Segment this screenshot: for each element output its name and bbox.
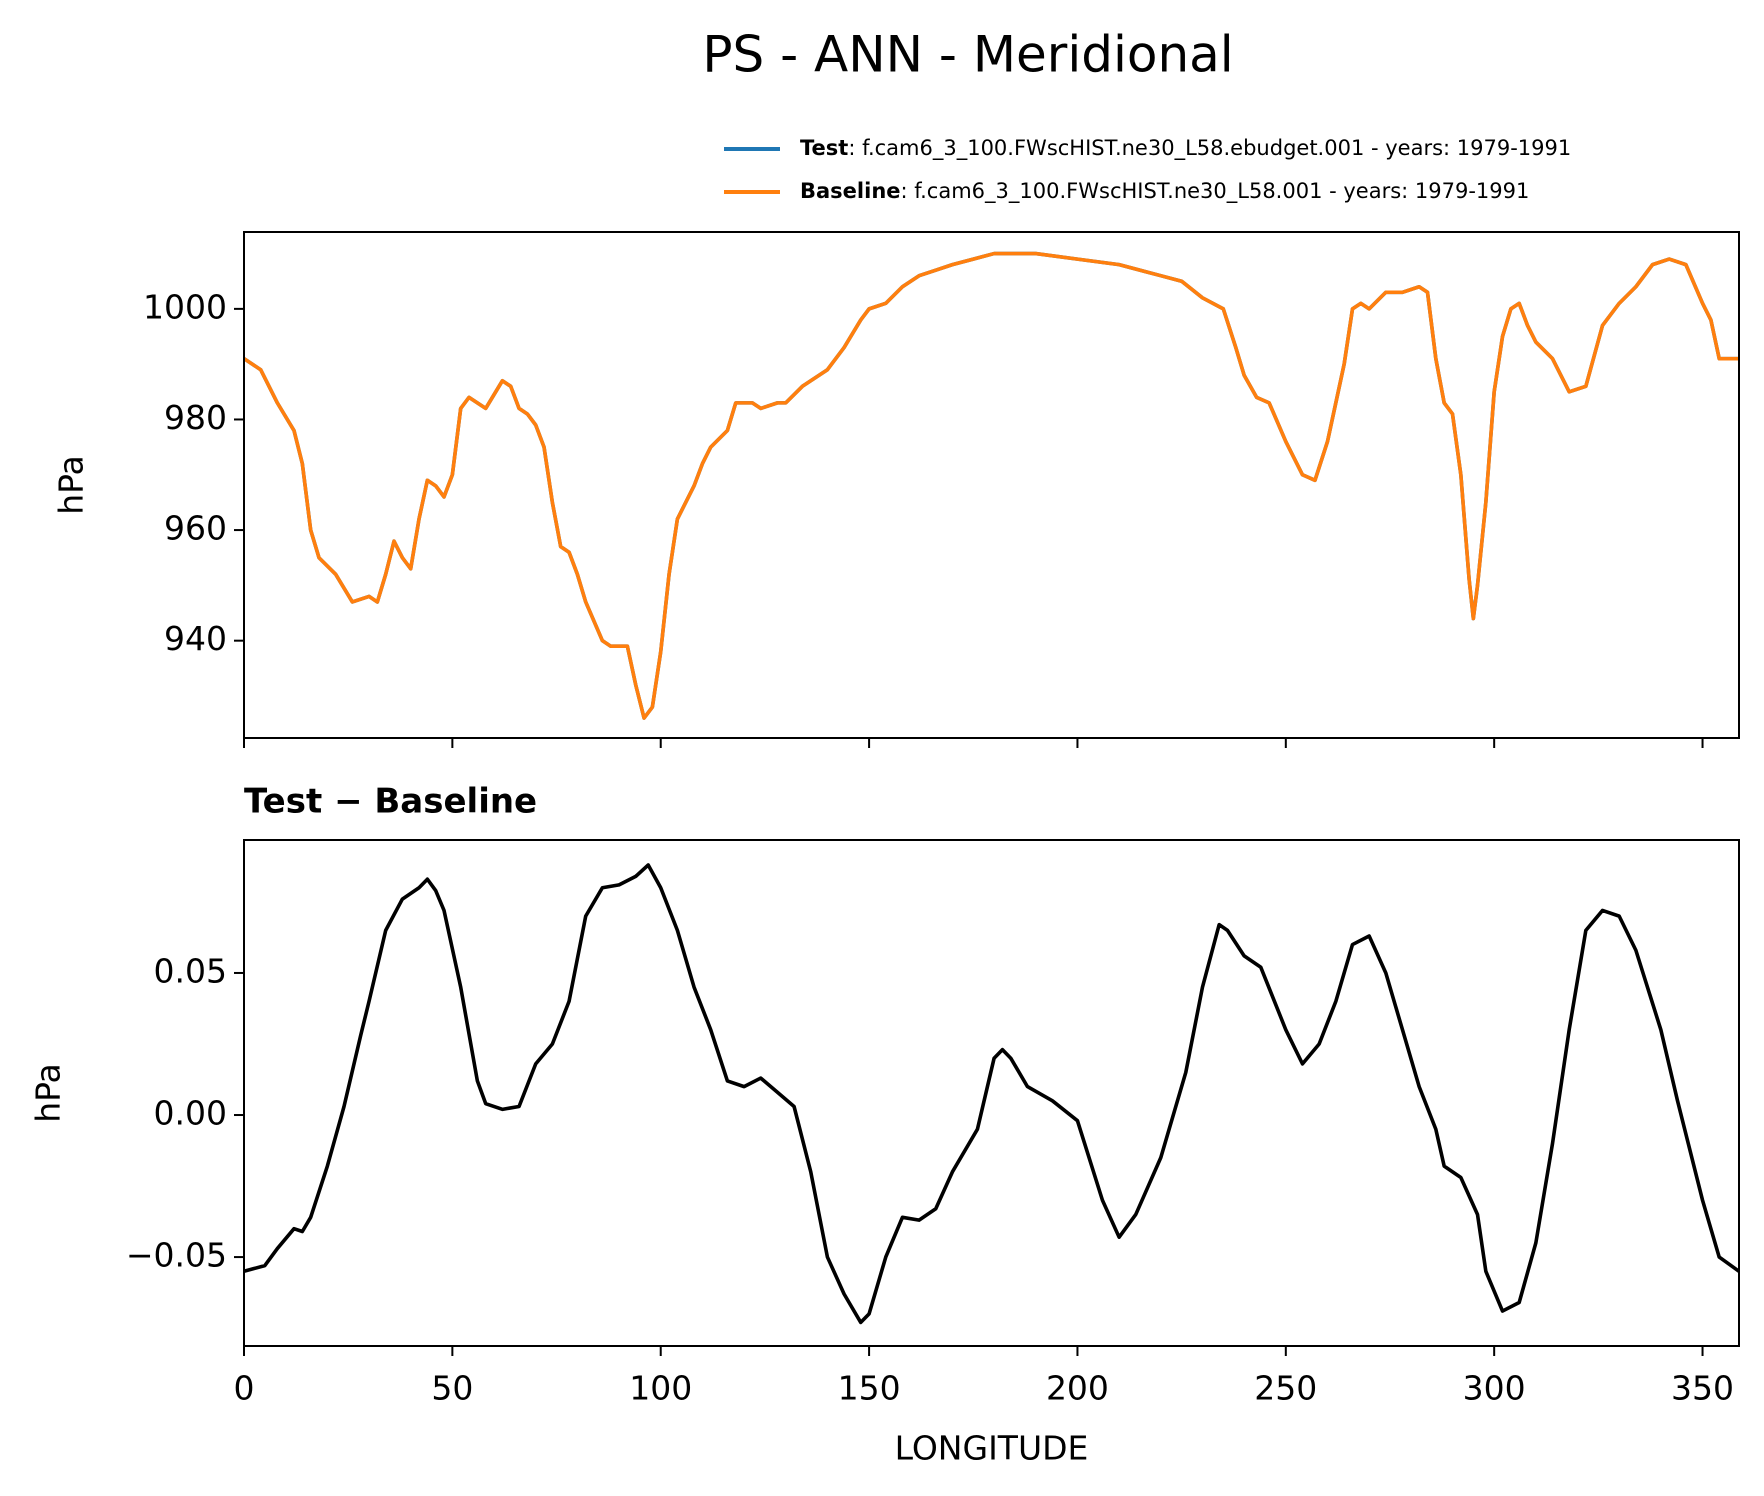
legend-label: Baseline: f.cam6_3_100.FWscHIST.ne30_L58…	[800, 179, 1529, 204]
data-line	[244, 863, 1739, 1325]
y-axis-label: hPa	[52, 455, 91, 515]
x-tick-label: 0	[234, 1369, 255, 1408]
x-tick-label: 250	[1254, 1369, 1317, 1408]
y-tick-label: 980	[164, 398, 227, 437]
y-tick-label: 1000	[143, 287, 227, 326]
x-tick-label: 300	[1463, 1369, 1526, 1408]
x-axis-label: LONGITUDE	[895, 1429, 1089, 1468]
legend-name: Baseline	[800, 179, 901, 203]
x-tick-label: 100	[629, 1369, 692, 1408]
legend-case: : f.cam6_3_100.FWscHIST.ne30_L58.ebudget…	[848, 136, 1571, 161]
y-tick-label: −0.05	[126, 1236, 227, 1275]
x-tick-label: 350	[1671, 1369, 1734, 1408]
x-tick-label: 50	[431, 1369, 473, 1408]
legend-label: Test: f.cam6_3_100.FWscHIST.ne30_L58.ebu…	[800, 136, 1571, 161]
legend-name: Test	[800, 136, 848, 160]
data-line	[244, 251, 1739, 720]
x-tick-label: 150	[838, 1369, 901, 1408]
y-tick-label: 0.05	[154, 951, 227, 990]
y-tick-label: 940	[164, 619, 227, 658]
y-tick-label: 0.00	[154, 1094, 227, 1133]
panel-title: Test − Baseline	[244, 782, 537, 822]
axes-frame	[243, 231, 1740, 739]
legend-case: : f.cam6_3_100.FWscHIST.ne30_L58.001 - y…	[901, 179, 1530, 204]
axes-frame	[243, 839, 1740, 1347]
figure-title: PS - ANN - Meridional	[702, 26, 1233, 84]
y-axis-label: hPa	[29, 1063, 68, 1123]
x-tick-label: 200	[1046, 1369, 1109, 1408]
y-tick-label: 960	[164, 509, 227, 548]
